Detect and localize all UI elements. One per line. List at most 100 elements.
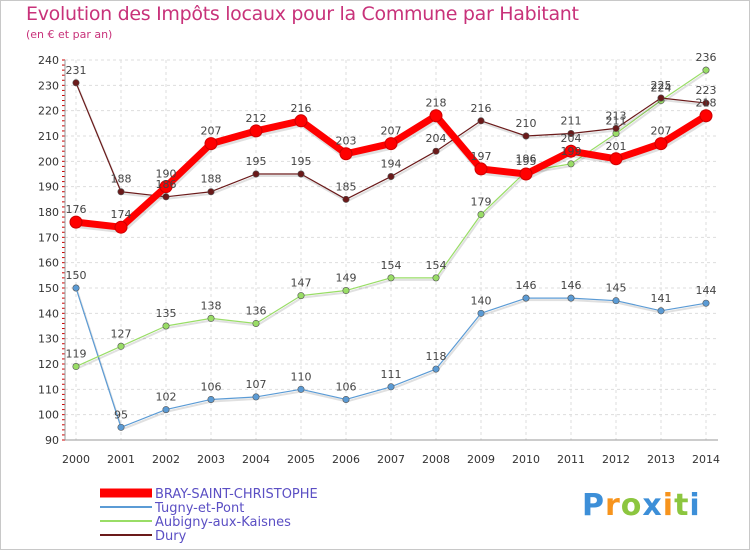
data-point <box>477 309 485 317</box>
data-label: 146 <box>516 279 537 292</box>
data-point <box>342 395 350 403</box>
data-point <box>429 109 443 123</box>
data-point <box>567 294 575 302</box>
data-point <box>432 274 440 282</box>
data-label: 150 <box>66 269 87 282</box>
y-tick-label: 220 <box>38 105 59 118</box>
data-point <box>297 385 305 393</box>
x-tick-label: 2010 <box>512 453 540 466</box>
data-label: 224 <box>651 82 672 95</box>
data-point <box>657 307 665 315</box>
data-point <box>522 132 530 140</box>
data-point <box>612 297 620 305</box>
data-point <box>297 292 305 300</box>
data-label: 135 <box>156 307 177 320</box>
data-label: 188 <box>111 173 132 186</box>
data-point <box>69 215 83 229</box>
y-tick-label: 190 <box>38 181 59 194</box>
data-point <box>159 180 173 194</box>
y-tick-label: 120 <box>38 358 59 371</box>
data-label: 196 <box>516 152 537 165</box>
data-label: 176 <box>66 203 87 216</box>
legend-entry: Aubigny-aux-Kaisnes <box>155 515 291 530</box>
data-label: 204 <box>426 132 447 145</box>
data-point <box>117 188 125 196</box>
data-point <box>522 294 530 302</box>
data-point <box>567 129 575 137</box>
data-label: 174 <box>111 208 132 221</box>
logo-letter: r <box>605 488 621 523</box>
legend-entry: BRAY-SAINT-CHRISTOPHE <box>155 487 318 502</box>
logo-letter: x <box>642 488 663 523</box>
y-tick-label: 230 <box>38 79 59 92</box>
y-tick-label: 130 <box>38 333 59 346</box>
data-label: 149 <box>336 272 357 285</box>
x-tick-label: 2000 <box>62 453 90 466</box>
data-point <box>162 193 170 201</box>
proxiti-logo: Proxiti <box>582 488 701 523</box>
data-point <box>432 147 440 155</box>
data-label: 188 <box>201 173 222 186</box>
data-point <box>657 94 665 102</box>
data-label: 119 <box>66 348 87 361</box>
data-label: 236 <box>696 51 717 64</box>
data-label: 190 <box>156 168 177 181</box>
x-tick-label: 2012 <box>602 453 630 466</box>
x-tick-label: 2014 <box>692 453 720 466</box>
data-point <box>387 274 395 282</box>
logo-letter: P <box>582 488 605 523</box>
x-tick-label: 2004 <box>242 453 270 466</box>
data-label: 127 <box>111 327 132 340</box>
data-label: 147 <box>291 277 312 290</box>
data-point <box>204 137 218 151</box>
x-tick-label: 2013 <box>647 453 675 466</box>
data-point <box>477 117 485 125</box>
data-label: 144 <box>696 284 717 297</box>
data-label: 211 <box>561 114 582 127</box>
y-tick-label: 160 <box>38 257 59 270</box>
data-point <box>384 137 398 151</box>
data-label: 207 <box>201 125 222 138</box>
data-point <box>117 342 125 350</box>
data-label: 218 <box>426 97 447 110</box>
data-point <box>249 124 263 138</box>
data-point <box>114 220 128 234</box>
data-label: 95 <box>114 408 128 421</box>
y-tick-label: 140 <box>38 307 59 320</box>
data-point <box>702 299 710 307</box>
data-point <box>162 406 170 414</box>
data-label: 201 <box>606 140 627 153</box>
data-point <box>567 160 575 168</box>
data-label: 110 <box>291 370 312 383</box>
data-label: 197 <box>471 150 492 163</box>
y-tick-label: 210 <box>38 130 59 143</box>
x-tick-label: 2003 <box>197 453 225 466</box>
data-label: 102 <box>156 391 177 404</box>
data-label: 140 <box>471 294 492 307</box>
plot-area <box>65 60 718 440</box>
data-point <box>252 393 260 401</box>
data-label: 210 <box>516 117 537 130</box>
data-label: 111 <box>381 368 402 381</box>
data-point <box>207 314 215 322</box>
data-point <box>72 363 80 371</box>
data-label: 145 <box>606 282 627 295</box>
data-point <box>72 79 80 87</box>
y-tick-label: 110 <box>38 383 59 396</box>
data-label: 203 <box>336 135 357 148</box>
data-point <box>207 188 215 196</box>
data-label: 179 <box>471 196 492 209</box>
data-point <box>252 170 260 178</box>
y-tick-label: 180 <box>38 206 59 219</box>
chart-subtitle: (en € et par an) <box>26 28 113 41</box>
data-label: 194 <box>381 158 402 171</box>
data-point <box>72 284 80 292</box>
data-label: 106 <box>201 380 222 393</box>
data-label: 186 <box>156 178 177 191</box>
data-point <box>252 319 260 327</box>
data-point <box>702 99 710 107</box>
data-label: 216 <box>291 102 312 115</box>
data-label: 207 <box>381 125 402 138</box>
data-point <box>519 167 533 181</box>
data-label: 106 <box>336 380 357 393</box>
